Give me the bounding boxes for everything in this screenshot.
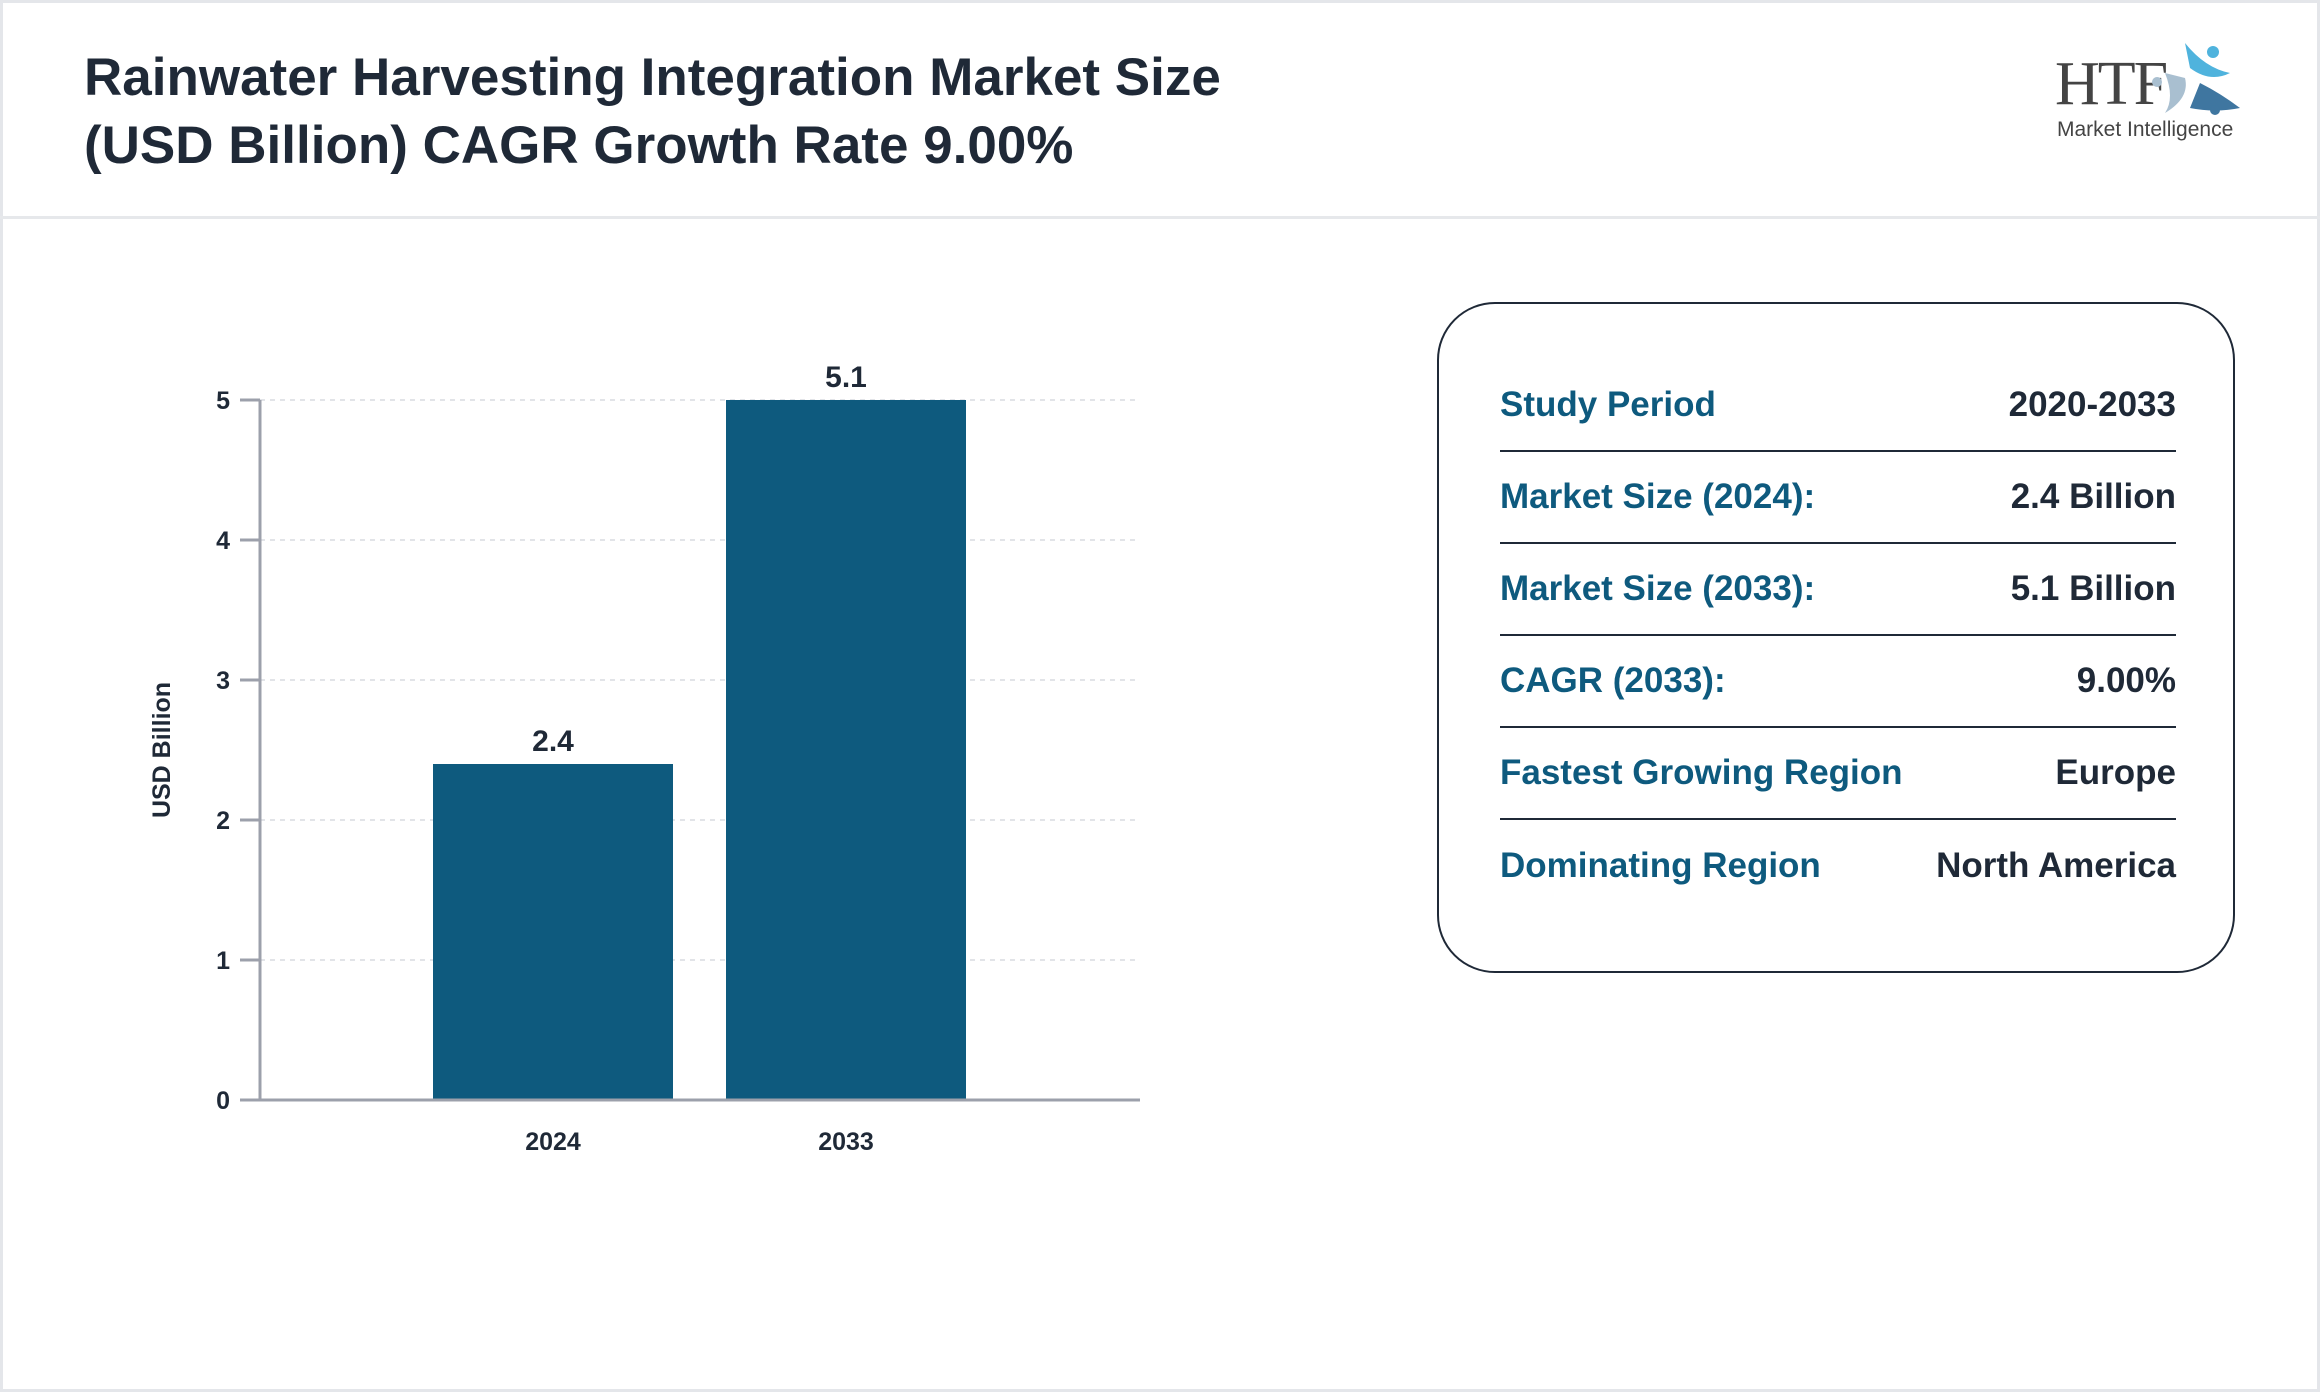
summary-value: North America (1936, 846, 2176, 885)
htf-logo: HTF Market Intelligence (2050, 34, 2250, 154)
summary-value: 2.4 Billion (2010, 477, 2176, 516)
y-axis-label: USD Billion (148, 682, 176, 818)
title-line-2: (USD Billion) CAGR Growth Rate 9.00% (84, 116, 1074, 175)
summary-row: Market Size (2024): 2.4 Billion (1500, 452, 2176, 544)
summary-value: Europe (2055, 753, 2176, 792)
summary-label: Study Period (1500, 385, 1716, 424)
logo-text: HTF (2055, 50, 2168, 118)
y-tick-label: 2 (216, 807, 230, 835)
summary-row: Fastest Growing Region Europe (1500, 728, 2176, 820)
summary-card: Study Period 2020-2033 Market Size (2024):… (1437, 302, 2235, 973)
summary-label: Fastest Growing Region (1500, 753, 1903, 792)
summary-label: Market Size (2033): (1500, 569, 1816, 608)
summary-label: Dominating Region (1500, 846, 1821, 885)
bar-2033 (726, 400, 966, 1100)
summary-row: Dominating Region North America (1500, 820, 2176, 912)
logo-subtitle: Market Intelligence (2057, 118, 2234, 141)
x-tick-label: 2033 (818, 1128, 874, 1156)
data-label: 5.1 (825, 361, 867, 394)
bar-2024 (433, 764, 673, 1100)
summary-row: Market Size (2033): 5.1 Billion (1500, 544, 2176, 636)
summary-row: CAGR (2033): 9.00% (1500, 636, 2176, 728)
y-tick-label: 4 (216, 527, 230, 555)
summary-value: 9.00% (2076, 661, 2176, 700)
page-title: Rainwater Harvesting Integration Market … (84, 44, 1484, 180)
title-line-1: Rainwater Harvesting Integration Market … (84, 48, 1221, 107)
header: Rainwater Harvesting Integration Market … (0, 0, 2320, 219)
summary-label: CAGR (2033): (1500, 661, 1726, 700)
summary-value: 2020-2033 (2008, 385, 2176, 424)
summary-value: 5.1 Billion (2010, 569, 2176, 608)
data-label: 2.4 (532, 725, 574, 758)
summary-label: Market Size (2024): (1500, 477, 1816, 516)
bar-chart: USD Billion 0 1 2 3 4 5 2.4 2024 5.1 2033 (148, 361, 1140, 1156)
logo-figures-icon (2152, 43, 2240, 115)
x-tick-label: 2024 (525, 1128, 581, 1156)
summary-row: Study Period 2020-2033 (1500, 360, 2176, 452)
y-tick-label: 0 (216, 1087, 230, 1115)
y-tick-label: 1 (216, 947, 230, 975)
y-tick-label: 5 (216, 387, 230, 415)
y-tick-label: 3 (216, 667, 230, 695)
